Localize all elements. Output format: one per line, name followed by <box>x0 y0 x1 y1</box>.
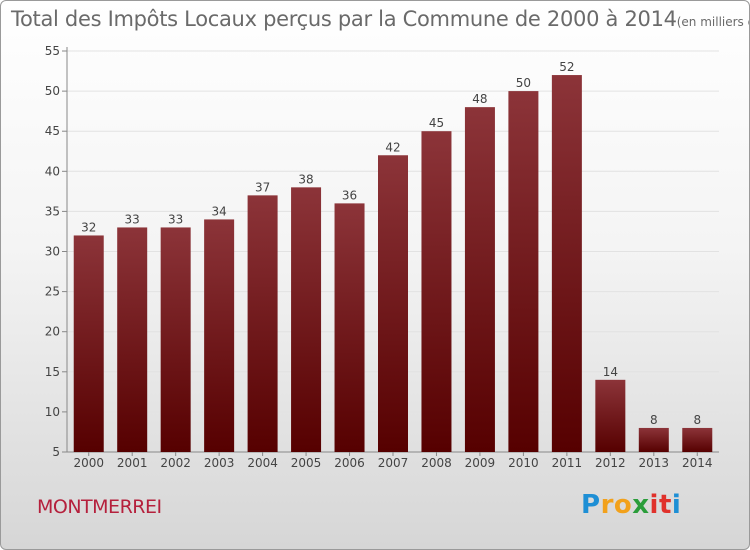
logo-letter: t <box>658 490 672 520</box>
commune-name: MONTMERREI <box>37 496 162 518</box>
bar-2013 <box>638 427 669 452</box>
bar-2009 <box>464 107 495 452</box>
bar-2000 <box>73 235 104 452</box>
y-tick-label: 30 <box>45 245 60 259</box>
y-tick-label: 55 <box>45 44 60 58</box>
x-tick-label: 2007 <box>378 456 409 470</box>
y-tick-label: 5 <box>52 445 60 459</box>
y-tick-label: 45 <box>45 124 60 138</box>
chart-unit: (en milliers d'€) <box>676 15 749 29</box>
chart-title-row: Total des Impôts Locaux perçus par la Co… <box>11 7 749 31</box>
x-tick-label: 2001 <box>117 456 148 470</box>
y-tick-label: 20 <box>45 325 60 339</box>
x-tick-label: 2011 <box>552 456 583 470</box>
bars <box>73 75 713 453</box>
data-label-2000: 32 <box>81 220 96 234</box>
x-tick-label: 2005 <box>291 456 322 470</box>
y-tick-label: 35 <box>45 204 60 218</box>
proxiti-logo: Proxiti <box>581 490 681 520</box>
data-label-2009: 48 <box>472 92 487 106</box>
y-tick-label: 10 <box>45 405 60 419</box>
y-tick-label: 15 <box>45 365 60 379</box>
bar-2001 <box>117 227 148 452</box>
data-label-2007: 42 <box>385 140 400 154</box>
data-label-2004: 37 <box>255 180 270 194</box>
data-label-2006: 36 <box>342 188 357 202</box>
bar-2005 <box>291 187 322 452</box>
data-label-2014: 8 <box>693 413 701 427</box>
data-label-2003: 34 <box>211 204 226 218</box>
x-tick-label: 2009 <box>465 456 496 470</box>
logo-letter: P <box>581 490 601 520</box>
logo-letter: i <box>649 490 659 520</box>
bar-2010 <box>508 91 539 452</box>
data-label-2012: 14 <box>603 365 618 379</box>
bar-2011 <box>551 75 582 452</box>
x-tick-label: 2006 <box>334 456 365 470</box>
chart-title: Total des Impôts Locaux perçus par la Co… <box>11 7 677 31</box>
x-tick-label: 2014 <box>682 456 713 470</box>
logo-letter: r <box>600 490 614 520</box>
logo-letter: o <box>613 490 633 520</box>
y-tick-label: 40 <box>45 164 60 178</box>
data-label-2010: 50 <box>516 76 531 90</box>
data-label-2011: 52 <box>559 60 574 74</box>
x-tick-label: 2008 <box>421 456 452 470</box>
data-label-2008: 45 <box>429 116 444 130</box>
data-label-2013: 8 <box>650 413 658 427</box>
bar-2014 <box>682 427 713 452</box>
x-tick-label: 2012 <box>595 456 626 470</box>
x-tick-label: 2010 <box>508 456 539 470</box>
x-tick-label: 2000 <box>73 456 104 470</box>
x-tick-label: 2002 <box>160 456 191 470</box>
bar-2006 <box>334 203 365 452</box>
bar-2004 <box>247 195 278 453</box>
data-label-2001: 33 <box>125 212 140 226</box>
labels: 5 10 15 20 25 30 35 40 45 50 55 32 2000 33 2001 33 2002 3… <box>45 44 713 470</box>
bar-2012 <box>595 379 626 452</box>
y-tick-label: 25 <box>45 285 60 299</box>
x-tick-label: 2004 <box>247 456 278 470</box>
logo-letter: x <box>632 490 650 520</box>
bar-2002 <box>160 227 191 452</box>
bar-2007 <box>378 155 408 452</box>
data-label-2005: 38 <box>298 172 313 186</box>
x-tick-label: 2013 <box>639 456 670 470</box>
bar-2008 <box>421 131 452 452</box>
bar-2003 <box>204 219 235 452</box>
y-tick-label: 50 <box>45 84 60 98</box>
x-tick-label: 2003 <box>204 456 235 470</box>
data-label-2002: 33 <box>168 212 183 226</box>
logo-letter: i <box>671 490 682 520</box>
